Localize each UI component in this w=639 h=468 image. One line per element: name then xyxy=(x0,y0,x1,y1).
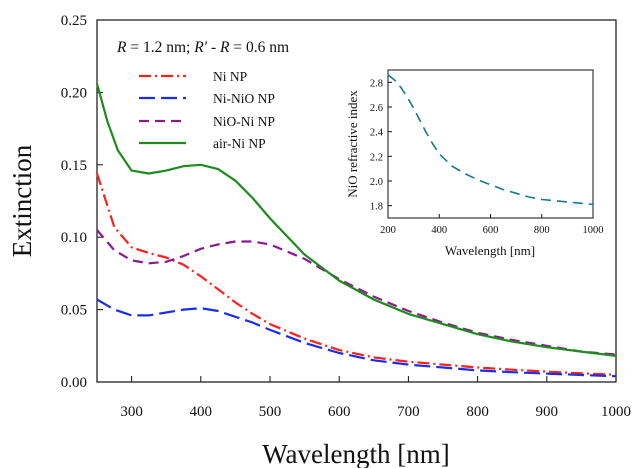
inset-y-tick-label: 2.2 xyxy=(370,152,383,163)
inset-y-tick-label: 2.8 xyxy=(370,78,383,89)
main-series-group xyxy=(95,83,617,378)
inset-x-tick-label: 200 xyxy=(380,225,396,236)
inset-y-tick-label: 2.6 xyxy=(370,103,383,114)
annotation-minus: - xyxy=(207,39,220,56)
main-series-nio-ni-np xyxy=(96,229,617,356)
main-tick-labels: 300 400 500 600 700 800 900 1000 0.00 0.05 0.10 0.1… xyxy=(61,13,631,420)
main-x-tick-label: 800 xyxy=(466,404,489,420)
main-y-tick-label: 0.25 xyxy=(61,13,87,29)
inset-tick-labels: 200 400 600 800 1000 1.8 2.0 2.2 2.4 2.6 2.8 xyxy=(370,78,604,236)
main-x-tick-label: 400 xyxy=(190,404,213,420)
main-y-tick-label: 0.05 xyxy=(61,303,87,319)
inset-x-axis-title: Wavelength [nm] xyxy=(445,243,535,258)
inset-y-tick-label: 1.8 xyxy=(370,202,383,213)
main-y-tick-label: 0.20 xyxy=(61,85,87,101)
main-x-axis-title: Wavelength [nm] xyxy=(262,439,450,468)
inset-y-tick-label: 2.0 xyxy=(370,177,383,188)
annotation-r-symbol: R xyxy=(116,39,127,56)
main-y-axis-title: Extinction xyxy=(7,144,37,257)
main-series-ni-nio-np xyxy=(96,298,617,378)
main-plot-frame xyxy=(96,19,617,383)
main-series-ni-np xyxy=(95,173,617,376)
main-y-tick-label: 0.15 xyxy=(61,158,87,174)
annotation-r-diff-value: = 0.6 nm xyxy=(229,39,289,56)
main-x-tick-label: 500 xyxy=(259,404,282,420)
main-y-tick-label: 0.00 xyxy=(61,375,87,391)
main-y-tick-label: 0.10 xyxy=(61,230,87,246)
legend-label-ni-nio-np: Ni-NiO NP xyxy=(213,91,275,106)
legend: Ni NP Ni-NiO NP NiO-Ni NP air-Ni NP xyxy=(139,69,275,151)
inset-y-tick-label: 2.4 xyxy=(370,128,384,139)
inset-x-tick-label: 1000 xyxy=(583,225,604,236)
main-series-air-ni-np xyxy=(95,83,617,357)
main-x-tick-label: 900 xyxy=(536,404,559,420)
inset-ticks xyxy=(387,81,594,218)
inset-series-1 xyxy=(387,74,594,206)
radius-annotation: R = 1.2 nm; R′ - R = 0.6 nm xyxy=(116,39,289,56)
legend-label-ni-np: Ni NP xyxy=(213,69,247,84)
main-x-tick-label: 300 xyxy=(120,404,143,420)
inset-plot-frame xyxy=(387,69,594,219)
inset-series-group xyxy=(387,74,594,206)
legend-label-air-ni-np: air-Ni NP xyxy=(213,136,266,151)
annotation-r-symbol-2: R xyxy=(219,39,230,56)
inset-y-axis-title: NiO refractive index xyxy=(345,90,360,198)
annotation-r-prime-symbol: R′ xyxy=(193,39,207,56)
main-x-tick-label: 1000 xyxy=(601,404,631,420)
main-x-tick-label: 700 xyxy=(397,404,420,420)
legend-label-nio-ni-np: NiO-Ni NP xyxy=(213,114,275,129)
main-x-tick-label: 600 xyxy=(328,404,351,420)
inset-x-tick-label: 600 xyxy=(483,225,499,236)
annotation-r-value: = 1.2 nm; xyxy=(126,39,194,56)
inset-x-tick-label: 800 xyxy=(534,225,550,236)
inset-x-tick-label: 400 xyxy=(431,225,447,236)
